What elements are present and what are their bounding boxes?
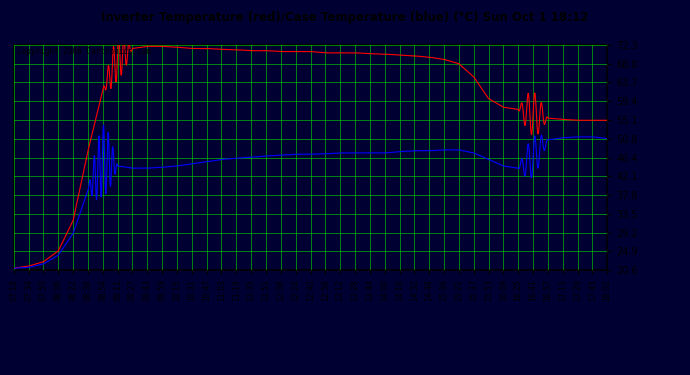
Text: Copyright 2006 Cartronics.com: Copyright 2006 Cartronics.com [17,47,151,56]
Text: Inverter Temperature (red)/Case Temperature (blue) (°C) Sun Oct 1 18:12: Inverter Temperature (red)/Case Temperat… [101,11,589,24]
